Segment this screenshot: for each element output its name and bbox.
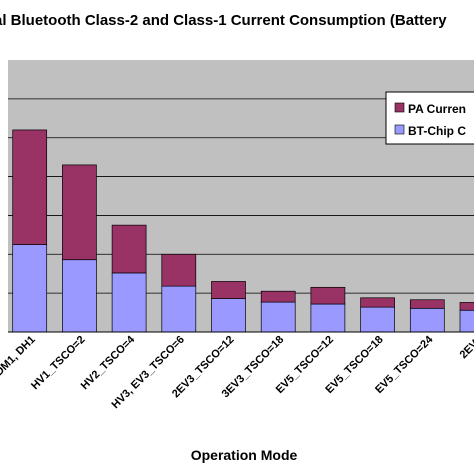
bar-pa-current (161, 253, 197, 287)
legend-swatch-pa-current (394, 102, 405, 113)
legend-box (385, 91, 474, 145)
bars (12, 129, 474, 333)
bar-bt-chip-current (211, 298, 246, 333)
legend-label-pa-current: PA Curren (408, 102, 466, 116)
x-tick-label: DM1, DH1 (0, 334, 38, 379)
bar-bt-chip-current (409, 307, 445, 333)
bar-bt-chip-current (111, 272, 147, 333)
bar-pa-current (12, 129, 48, 245)
chart-title: al Bluetooth Class-2 and Class-1 Current… (0, 12, 447, 29)
bar-bt-chip-current (260, 301, 296, 333)
legend: PA Curren BT-Chip C (385, 91, 474, 145)
bar-bt-chip-current (360, 306, 395, 333)
bar-pa-current (260, 290, 296, 303)
bar-bt-chip-current (161, 285, 197, 333)
x-axis-label: Operation Mode (191, 447, 298, 463)
bar-pa-current (360, 297, 395, 308)
bar-pa-current (459, 302, 474, 311)
bar-pa-current (211, 281, 246, 299)
bar-bt-chip-current (310, 303, 346, 333)
legend-swatch-bt-chip (394, 124, 405, 135)
bar-bt-chip-current (62, 259, 97, 333)
bar-pa-current (111, 224, 147, 274)
legend-label-bt-chip: BT-Chip C (408, 124, 466, 138)
bar-pa-current (409, 299, 445, 309)
bar-pa-current (310, 286, 346, 305)
bar-bt-chip-current (12, 244, 48, 333)
bar-bt-chip-current (459, 309, 474, 333)
bar-pa-current (62, 164, 97, 261)
x-tick-label: 2EV5 (458, 334, 474, 362)
